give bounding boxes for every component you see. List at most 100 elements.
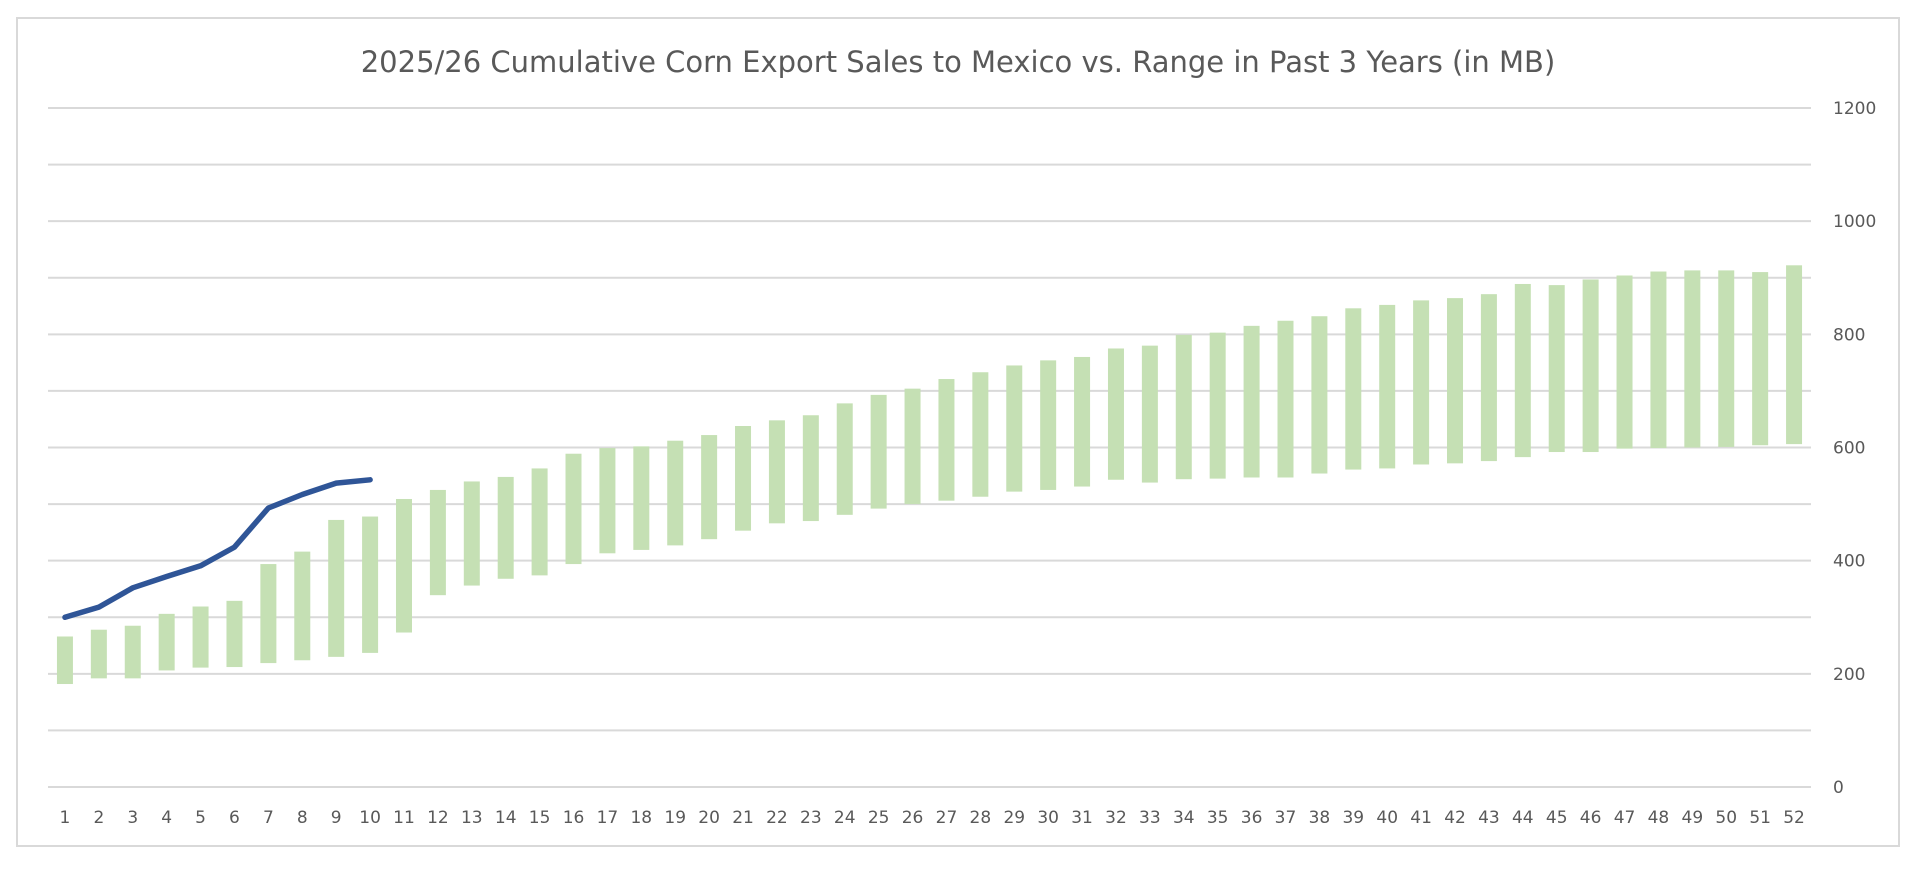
range-bar-week-8 (294, 551, 311, 661)
y-tick-label: 0 (1833, 778, 1844, 798)
x-tick-label: 45 (1546, 808, 1568, 828)
range-bar-week-28 (972, 372, 989, 497)
x-tick-label: 46 (1580, 808, 1602, 828)
y-tick-label: 800 (1833, 325, 1865, 345)
x-tick-label: 44 (1512, 808, 1534, 828)
range-bar-week-40 (1379, 304, 1396, 469)
x-tick-label: 47 (1614, 808, 1636, 828)
range-bar-week-15 (531, 468, 548, 576)
range-bar-week-45 (1548, 285, 1565, 453)
x-tick-label: 18 (630, 808, 652, 828)
y-tick-label: 1200 (1833, 99, 1876, 119)
range-bars (56, 265, 1803, 685)
range-bar-week-46 (1582, 279, 1599, 453)
range-bar-week-39 (1345, 308, 1362, 470)
x-tick-label: 16 (563, 808, 585, 828)
range-bar-week-3 (124, 625, 141, 679)
range-bar-week-36 (1243, 325, 1260, 478)
range-bar-week-2 (90, 629, 107, 679)
x-tick-label: 25 (868, 808, 890, 828)
range-bar-week-21 (735, 425, 752, 531)
x-tick-label: 28 (970, 808, 992, 828)
range-bar-week-27 (938, 379, 955, 501)
x-tick-label: 35 (1207, 808, 1229, 828)
chart-title: 2025/26 Cumulative Corn Export Sales to … (361, 45, 1556, 79)
y-axis-tick-labels: 0 200 400 600 800 1000 1200 (1833, 99, 1876, 798)
range-bar-week-42 (1447, 298, 1464, 464)
range-bar-week-30 (1040, 360, 1057, 490)
x-tick-label: 3 (127, 808, 138, 828)
x-tick-label: 33 (1139, 808, 1161, 828)
x-tick-label: 12 (427, 808, 449, 828)
range-bar-week-1 (56, 636, 73, 685)
x-tick-label: 41 (1410, 808, 1432, 828)
x-tick-label: 6 (229, 808, 240, 828)
range-bar-week-43 (1480, 294, 1497, 462)
range-bar-week-24 (836, 403, 853, 515)
x-tick-label: 50 (1715, 808, 1737, 828)
x-tick-label: 37 (1275, 808, 1297, 828)
x-tick-label: 2 (93, 808, 104, 828)
y-tick-label: 200 (1833, 665, 1865, 685)
range-bar-week-41 (1413, 300, 1430, 465)
x-tick-label: 29 (1003, 808, 1025, 828)
x-tick-label: 13 (461, 808, 483, 828)
x-tick-label: 32 (1105, 808, 1127, 828)
x-tick-label: 9 (331, 808, 342, 828)
range-bar-week-20 (701, 435, 718, 540)
x-tick-label: 24 (834, 808, 856, 828)
range-bar-week-34 (1175, 334, 1192, 480)
y-tick-label: 400 (1833, 552, 1865, 572)
range-bar-week-37 (1277, 320, 1294, 478)
range-bar-week-23 (802, 415, 819, 522)
range-bar-week-13 (463, 481, 480, 586)
range-bar-week-7 (260, 564, 277, 664)
x-tick-label: 10 (359, 808, 381, 828)
x-tick-label: 14 (495, 808, 517, 828)
range-bar-week-12 (429, 489, 446, 596)
x-tick-label: 39 (1342, 808, 1364, 828)
x-tick-label: 26 (902, 808, 924, 828)
x-tick-label: 49 (1682, 808, 1704, 828)
x-tick-label: 31 (1071, 808, 1093, 828)
range-bar-week-4 (158, 613, 175, 671)
range-bar-week-17 (599, 448, 616, 554)
x-tick-label: 48 (1648, 808, 1670, 828)
x-tick-label: 15 (529, 808, 551, 828)
y-tick-label: 600 (1833, 439, 1865, 459)
range-bar-week-29 (1006, 365, 1023, 492)
range-bar-week-9 (328, 519, 345, 657)
x-tick-label: 23 (800, 808, 822, 828)
x-tick-label: 21 (732, 808, 754, 828)
x-tick-label: 17 (597, 808, 619, 828)
x-tick-label: 52 (1783, 808, 1805, 828)
range-bar-week-31 (1074, 356, 1091, 487)
range-bar-week-44 (1514, 283, 1531, 458)
x-tick-label: 1 (60, 808, 71, 828)
range-bar-week-14 (497, 476, 514, 579)
range-bar-week-5 (192, 606, 209, 668)
range-bar-week-33 (1141, 345, 1158, 483)
x-tick-label: 19 (664, 808, 686, 828)
x-axis-tick-labels: 1 2 3 4 5 6 7 8 9 10 11 12 13 14 15 16 17 18 19 20 21 22 23 24 2… (60, 808, 1805, 828)
range-bar-week-10 (362, 516, 379, 653)
x-tick-label: 20 (698, 808, 720, 828)
x-tick-label: 8 (297, 808, 308, 828)
range-bar-week-26 (904, 388, 921, 505)
x-tick-label: 4 (161, 808, 172, 828)
x-tick-label: 5 (195, 808, 206, 828)
x-tick-label: 40 (1376, 808, 1398, 828)
cumulative-sales-line (62, 477, 373, 621)
x-tick-label: 7 (263, 808, 274, 828)
range-bar-week-52 (1786, 265, 1803, 445)
y-tick-label: 1000 (1833, 212, 1876, 232)
x-tick-label: 43 (1478, 808, 1500, 828)
x-tick-label: 42 (1444, 808, 1466, 828)
x-tick-label: 51 (1749, 808, 1771, 828)
cumulative-line-series (62, 477, 373, 621)
range-bar-week-49 (1684, 270, 1701, 448)
range-bar-week-16 (565, 453, 582, 565)
range-bar-week-11 (395, 498, 412, 633)
x-tick-label: 34 (1173, 808, 1195, 828)
